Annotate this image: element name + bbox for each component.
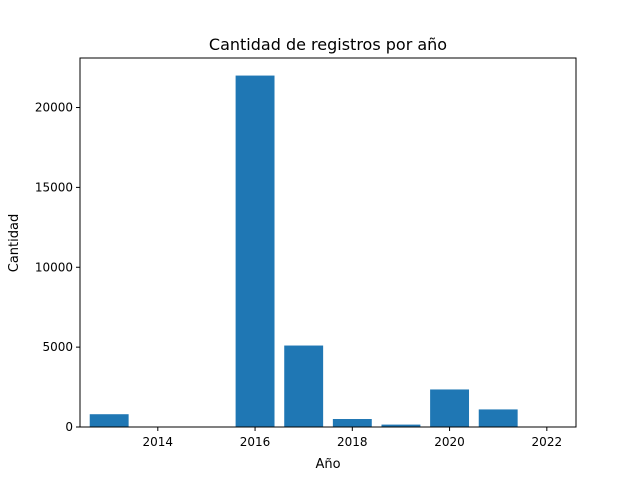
chart-title: Cantidad de registros por año [209, 35, 447, 54]
bar-2016 [235, 75, 275, 428]
y-tick-label: 20000 [35, 101, 73, 115]
y-axis-label: Cantidad [7, 214, 22, 272]
bar-2020 [430, 389, 470, 427]
plot-frame [79, 57, 577, 428]
y-tick-label: 10000 [35, 260, 73, 274]
bar-2017 [284, 345, 324, 427]
y-tick-label: 0 [65, 420, 73, 434]
y-axis-ticks: 0 5000 10000 15000 20000 [35, 101, 80, 434]
y-tick-label: 15000 [35, 180, 73, 194]
bar-2018 [332, 419, 372, 427]
x-axis-ticks: 2014 2016 2018 2020 2022 [143, 427, 563, 449]
bar-2021 [478, 409, 518, 427]
bar-2019 [381, 424, 421, 427]
bar-2013 [89, 414, 129, 427]
x-tick-label: 2022 [532, 435, 563, 449]
x-tick-label: 2020 [434, 435, 465, 449]
x-tick-label: 2014 [143, 435, 174, 449]
x-tick-label: 2016 [240, 435, 271, 449]
y-tick-label: 5000 [42, 340, 73, 354]
x-axis-label: Año [315, 457, 340, 472]
bars-group [89, 75, 518, 428]
x-tick-label: 2018 [337, 435, 368, 449]
